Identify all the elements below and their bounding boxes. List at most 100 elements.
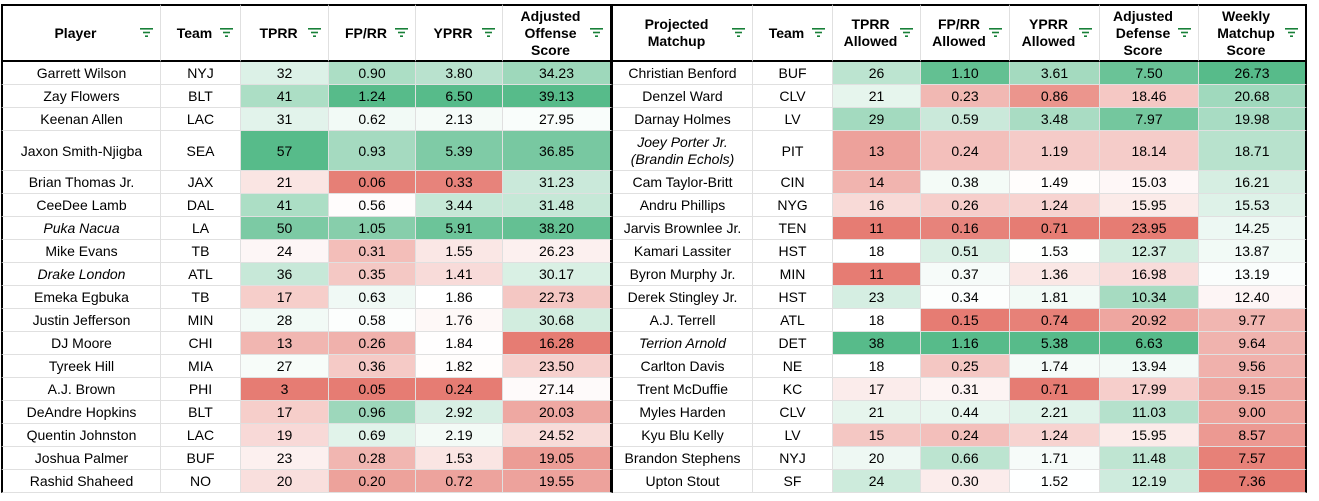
cell-aos[interactable]: 27.14 [503, 378, 613, 401]
cell-matchup[interactable]: Cam Taylor-Britt [613, 171, 753, 194]
column-header-fprr[interactable]: FP/RR [329, 4, 416, 62]
filter-icon[interactable] [1285, 28, 1298, 37]
cell-aos[interactable]: 16.28 [503, 332, 613, 355]
cell-yprra[interactable]: 0.74 [1010, 309, 1100, 332]
cell-yprr[interactable]: 0.24 [416, 378, 503, 401]
cell-fprr[interactable]: 0.20 [329, 470, 416, 493]
cell-ads[interactable]: 7.97 [1100, 108, 1199, 131]
cell-aos[interactable]: 24.52 [503, 424, 613, 447]
cell-player[interactable]: DJ Moore [1, 332, 161, 355]
cell-mteam[interactable]: NYJ [753, 447, 833, 470]
cell-yprra[interactable]: 3.48 [1010, 108, 1100, 131]
cell-mteam[interactable]: LV [753, 108, 833, 131]
cell-fprr[interactable]: 0.63 [329, 286, 416, 309]
cell-yprr[interactable]: 5.91 [416, 217, 503, 240]
cell-aos[interactable]: 27.95 [503, 108, 613, 131]
cell-mteam[interactable]: HST [753, 286, 833, 309]
cell-tprra[interactable]: 38 [833, 332, 921, 355]
cell-matchup[interactable]: Kamari Lassiter [613, 240, 753, 263]
column-header-fprra[interactable]: FP/RR Allowed [921, 4, 1010, 62]
cell-tprr[interactable]: 28 [241, 309, 329, 332]
cell-fprra[interactable]: 0.15 [921, 309, 1010, 332]
cell-player[interactable]: Brian Thomas Jr. [1, 171, 161, 194]
cell-yprra[interactable]: 0.71 [1010, 378, 1100, 401]
cell-tprr[interactable]: 20 [241, 470, 329, 493]
cell-matchup[interactable]: Terrion Arnold [613, 332, 753, 355]
cell-mteam[interactable]: SF [753, 470, 833, 493]
cell-ads[interactable]: 12.19 [1100, 470, 1199, 493]
cell-player[interactable]: Rashid Shaheed [1, 470, 161, 493]
cell-tprra[interactable]: 17 [833, 378, 921, 401]
cell-tprr[interactable]: 3 [241, 378, 329, 401]
cell-fprr[interactable]: 0.93 [329, 131, 416, 171]
filter-icon[interactable] [1079, 28, 1092, 37]
column-header-wms[interactable]: Weekly Matchup Score [1199, 4, 1307, 62]
cell-tprra[interactable]: 11 [833, 217, 921, 240]
cell-wms[interactable]: 12.40 [1199, 286, 1307, 309]
cell-fprr[interactable]: 0.36 [329, 355, 416, 378]
cell-mteam[interactable]: DET [753, 332, 833, 355]
cell-player[interactable]: Tyreek Hill [1, 355, 161, 378]
cell-yprr[interactable]: 6.50 [416, 85, 503, 108]
cell-tprra[interactable]: 21 [833, 401, 921, 424]
cell-tprra[interactable]: 11 [833, 263, 921, 286]
cell-team[interactable]: TB [161, 240, 241, 263]
cell-aos[interactable]: 20.03 [503, 401, 613, 424]
cell-yprra[interactable]: 0.71 [1010, 217, 1100, 240]
cell-aos[interactable]: 19.05 [503, 447, 613, 470]
cell-team[interactable]: LAC [161, 424, 241, 447]
cell-team[interactable]: CHI [161, 332, 241, 355]
cell-ads[interactable]: 15.95 [1100, 194, 1199, 217]
cell-tprr[interactable]: 31 [241, 108, 329, 131]
cell-fprr[interactable]: 0.58 [329, 309, 416, 332]
cell-ads[interactable]: 11.48 [1100, 447, 1199, 470]
cell-tprr[interactable]: 41 [241, 194, 329, 217]
filter-icon[interactable] [900, 28, 913, 37]
cell-yprr[interactable]: 2.13 [416, 108, 503, 131]
cell-aos[interactable]: 31.48 [503, 194, 613, 217]
cell-aos[interactable]: 34.23 [503, 62, 613, 85]
cell-mteam[interactable]: CIN [753, 171, 833, 194]
cell-yprr[interactable]: 3.44 [416, 194, 503, 217]
cell-fprra[interactable]: 0.59 [921, 108, 1010, 131]
column-header-team[interactable]: Team [161, 4, 241, 62]
cell-ads[interactable]: 15.95 [1100, 424, 1199, 447]
cell-tprr[interactable]: 13 [241, 332, 329, 355]
cell-fprr[interactable]: 0.26 [329, 332, 416, 355]
cell-player[interactable]: DeAndre Hopkins [1, 401, 161, 424]
cell-aos[interactable]: 39.13 [503, 85, 613, 108]
cell-wms[interactable]: 13.87 [1199, 240, 1307, 263]
cell-tprra[interactable]: 15 [833, 424, 921, 447]
cell-wms[interactable]: 14.25 [1199, 217, 1307, 240]
cell-team[interactable]: SEA [161, 131, 241, 171]
cell-ads[interactable]: 15.03 [1100, 171, 1199, 194]
cell-aos[interactable]: 19.55 [503, 470, 613, 493]
cell-fprr[interactable]: 0.28 [329, 447, 416, 470]
cell-yprra[interactable]: 2.21 [1010, 401, 1100, 424]
cell-player[interactable]: CeeDee Lamb [1, 194, 161, 217]
cell-yprr[interactable]: 3.80 [416, 62, 503, 85]
cell-aos[interactable]: 30.68 [503, 309, 613, 332]
cell-mteam[interactable]: CLV [753, 401, 833, 424]
cell-player[interactable]: A.J. Brown [1, 378, 161, 401]
cell-aos[interactable]: 23.50 [503, 355, 613, 378]
cell-team[interactable]: PHI [161, 378, 241, 401]
cell-ads[interactable]: 10.34 [1100, 286, 1199, 309]
cell-fprra[interactable]: 0.34 [921, 286, 1010, 309]
cell-team[interactable]: LAC [161, 108, 241, 131]
cell-matchup[interactable]: Brandon Stephens [613, 447, 753, 470]
cell-team[interactable]: NYJ [161, 62, 241, 85]
cell-fprra[interactable]: 1.10 [921, 62, 1010, 85]
cell-player[interactable]: Zay Flowers [1, 85, 161, 108]
cell-wms[interactable]: 18.71 [1199, 131, 1307, 171]
cell-yprr[interactable]: 2.92 [416, 401, 503, 424]
filter-icon[interactable] [590, 28, 603, 37]
cell-yprra[interactable]: 1.52 [1010, 470, 1100, 493]
cell-player[interactable]: Drake London [1, 263, 161, 286]
cell-wms[interactable]: 9.64 [1199, 332, 1307, 355]
cell-team[interactable]: MIN [161, 309, 241, 332]
filter-icon[interactable] [989, 28, 1002, 37]
filter-icon[interactable] [140, 28, 153, 37]
cell-fprr[interactable]: 0.35 [329, 263, 416, 286]
cell-wms[interactable]: 9.15 [1199, 378, 1307, 401]
